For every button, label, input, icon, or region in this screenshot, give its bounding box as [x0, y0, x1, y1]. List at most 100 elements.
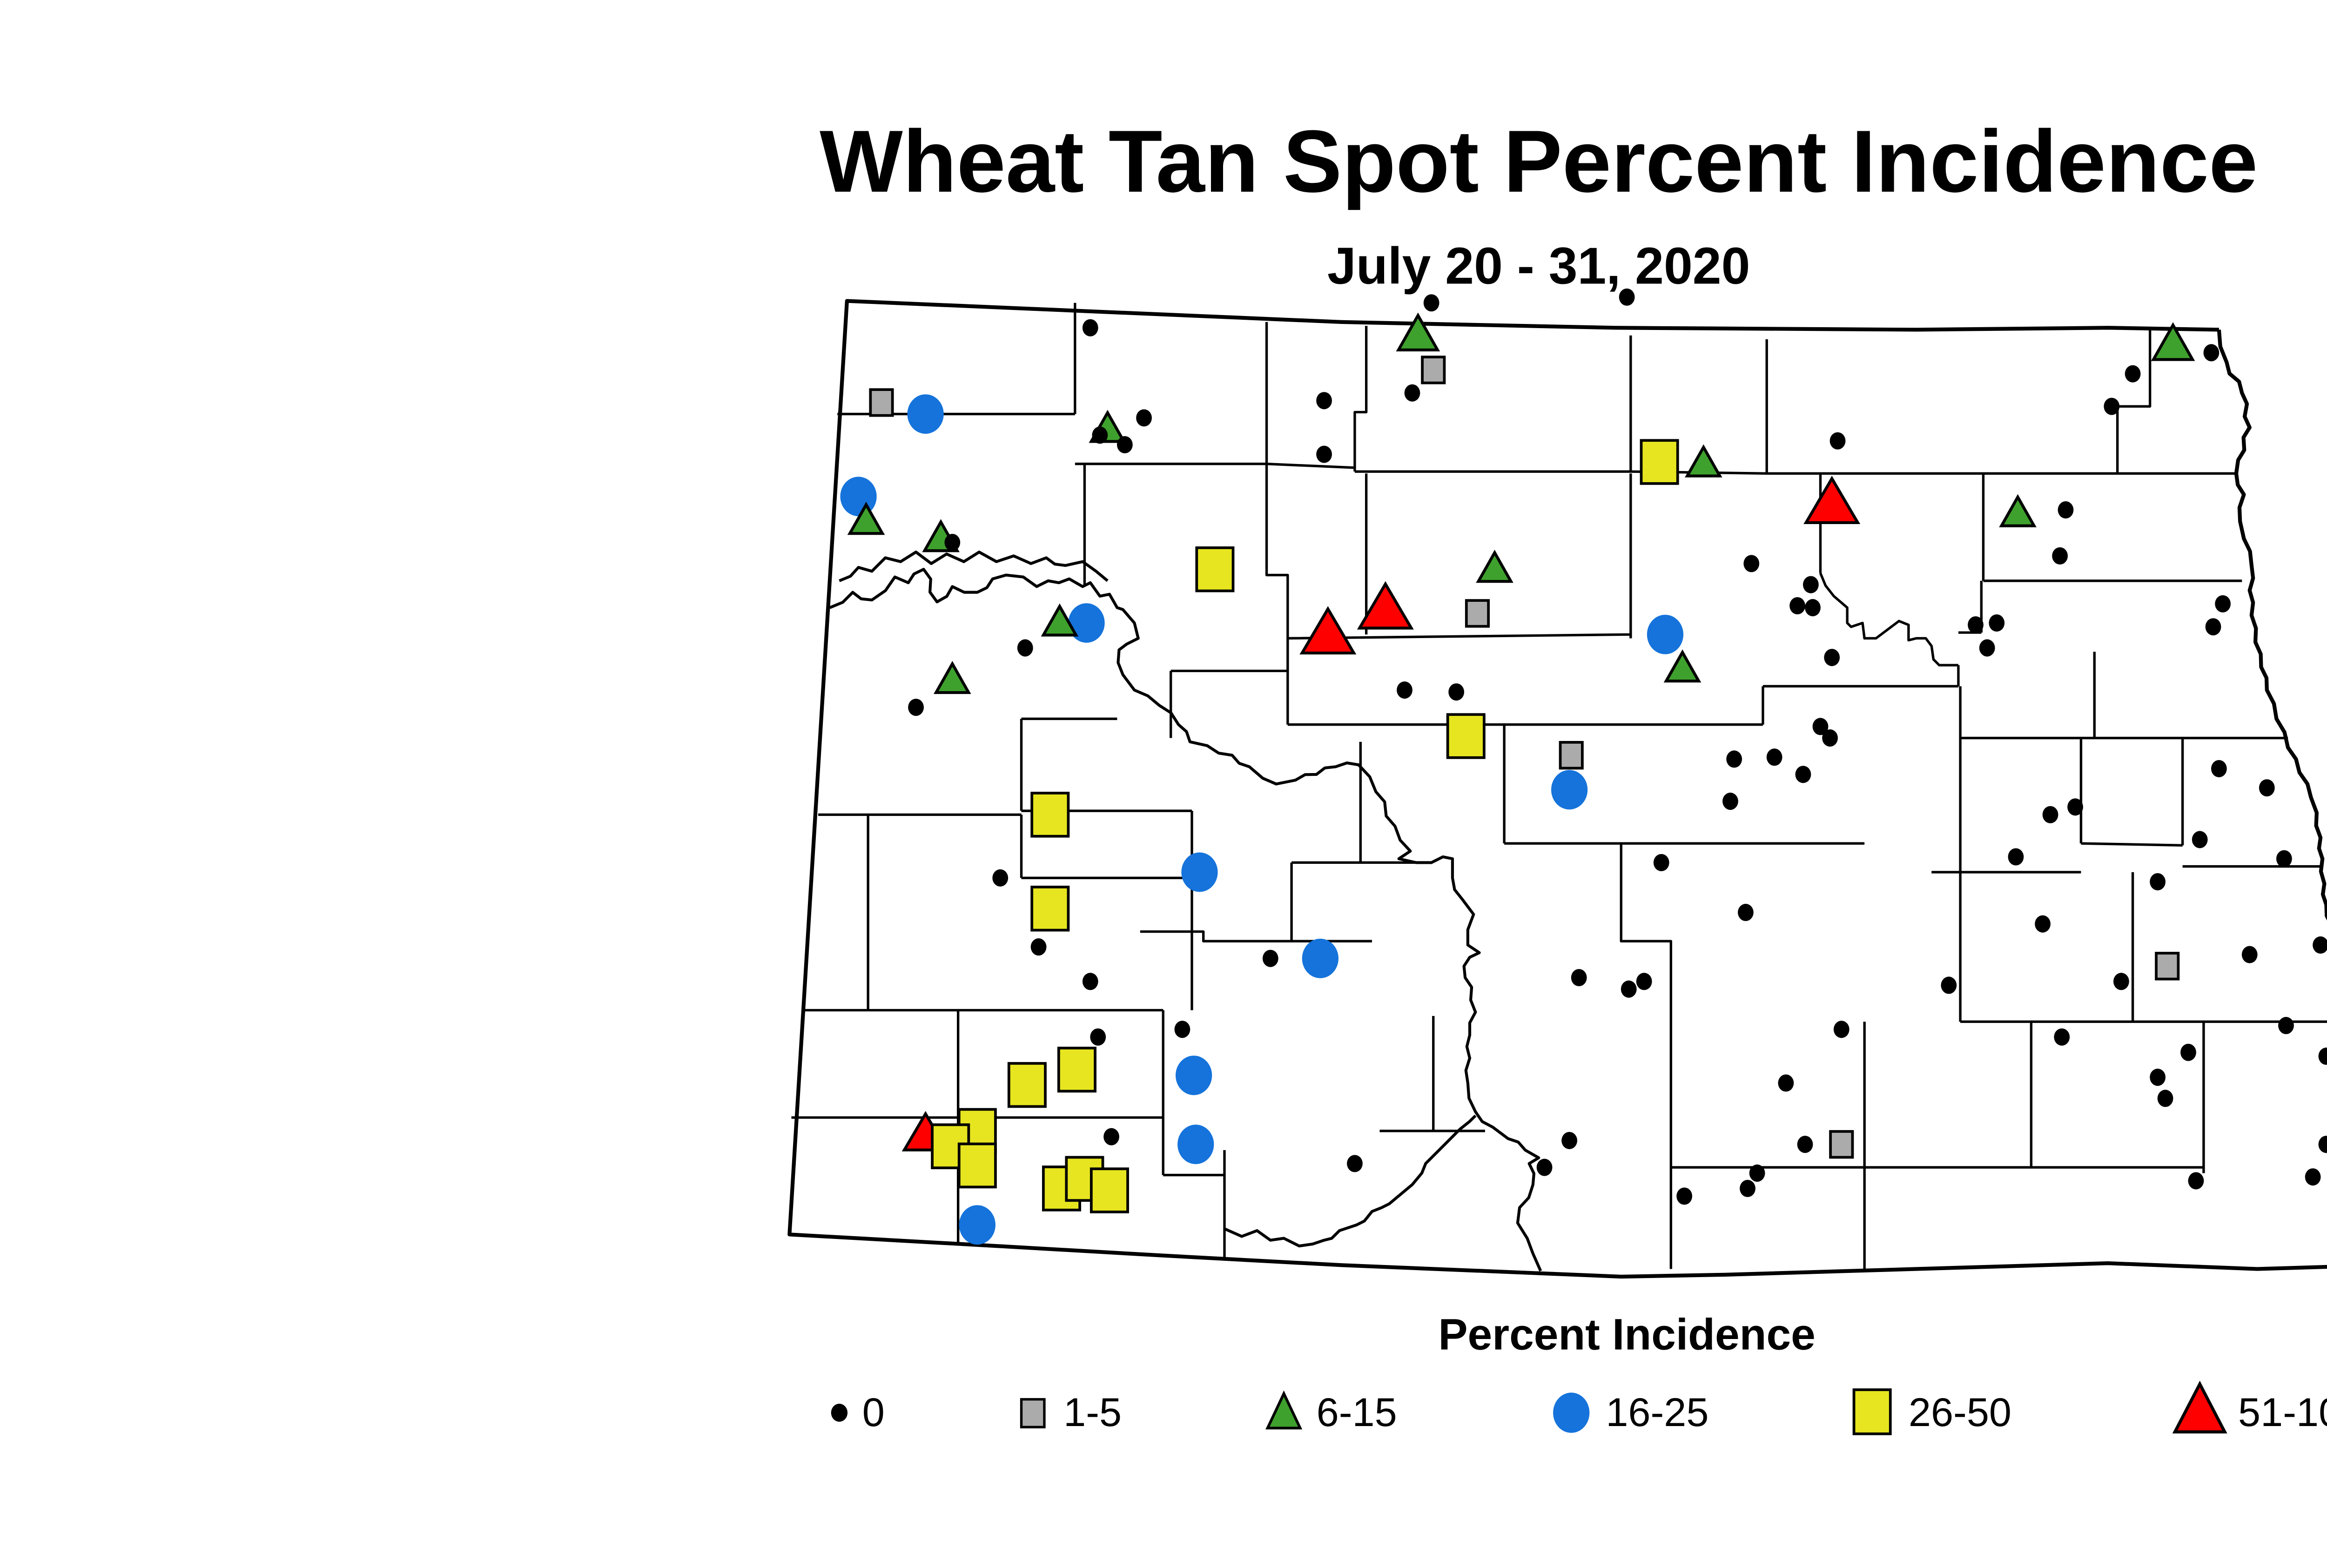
legend: Percent Incidence 0 1-5 6-15 16-25 26-50…: [831, 1310, 2327, 1435]
marker-6-15: [1663, 649, 1702, 683]
marker-6-15: [934, 660, 971, 694]
marker-0: [2305, 1168, 2321, 1186]
marker-26-50: [1640, 439, 1679, 485]
legend-item-6-15: 6-15: [1265, 1390, 1397, 1435]
marker-51-100: [1803, 476, 1861, 525]
marker-0: [1968, 616, 1984, 634]
marker-26-50: [1030, 885, 1070, 932]
marker-0: [2113, 973, 2129, 990]
legend-item-label: 51-100: [2238, 1390, 2327, 1435]
triangle-icon: [1265, 1390, 1303, 1430]
cannonball-river: [1224, 1114, 1477, 1248]
marker-1-5: [2155, 952, 2180, 981]
missouri-river: [829, 568, 1542, 1272]
marker-0: [1536, 1158, 1553, 1176]
lake-sakakawea-north-shore: [839, 551, 1109, 582]
marker-0: [2150, 873, 2166, 891]
marker-6-15: [1396, 312, 1440, 351]
legend-item-label: 0: [862, 1390, 885, 1435]
marker-0: [2052, 547, 2068, 565]
square-icon: [1020, 1398, 1046, 1428]
marker-6-15: [2151, 322, 2195, 361]
marker-0: [1795, 766, 1811, 783]
marker-0: [992, 869, 1009, 887]
marker-1-5: [1559, 741, 1584, 770]
marker-0: [1103, 1128, 1119, 1145]
marker-0: [2192, 831, 2208, 848]
marker-16-25: [1175, 1056, 1212, 1095]
marker-0: [1812, 718, 1829, 735]
marker-16-25: [1068, 603, 1105, 643]
marker-0: [1082, 973, 1098, 990]
marker-0: [1619, 288, 1635, 306]
marker-0: [2104, 397, 2120, 415]
marker-0: [1092, 426, 1108, 444]
marker-0: [2188, 1172, 2204, 1190]
state-border: [787, 299, 2327, 1279]
marker-0: [1316, 445, 1332, 463]
marker-0: [1621, 980, 1637, 998]
marker-0: [1448, 683, 1465, 701]
marker-0: [1397, 681, 1412, 699]
marker-0: [1833, 1021, 1849, 1038]
marker-0: [1676, 1187, 1693, 1205]
marker-16-25: [1181, 852, 1218, 892]
county-lines-south-center: [1140, 724, 2204, 1269]
date-range-subtitle: July 20 - 31, 2020: [1327, 237, 1750, 295]
marker-0: [1030, 938, 1047, 956]
marker-16-25: [907, 394, 944, 434]
marker-0: [1174, 1021, 1190, 1038]
marker-26-50: [1090, 1167, 1129, 1213]
marker-1-5: [869, 388, 894, 417]
marker-0: [1824, 649, 1840, 666]
legend-item-16-25: 16-25: [1553, 1390, 1708, 1435]
marker-16-25: [1551, 770, 1588, 810]
marker-0: [1136, 409, 1152, 427]
marker-0: [1789, 597, 1805, 615]
marker-0: [944, 534, 961, 552]
legend-item-26-50: 26-50: [1852, 1388, 2011, 1435]
legend-item-0: 0: [831, 1390, 885, 1435]
marker-16-25: [1177, 1124, 1214, 1164]
marker-6-15: [1476, 550, 1513, 583]
marker-0: [1803, 576, 1819, 593]
marker-0: [1561, 1132, 1577, 1150]
legend-item-label: 16-25: [1606, 1390, 1708, 1435]
marker-0: [1738, 903, 1754, 921]
legend-item-51-100: 51-100: [2172, 1380, 2327, 1435]
marker-0: [1404, 384, 1420, 402]
marker-0: [1989, 614, 2005, 632]
marker-0: [2276, 850, 2292, 868]
marker-0: [1822, 729, 1838, 747]
legend-item-label: 1-5: [1063, 1390, 1122, 1435]
devils-lake-shore: [1819, 572, 1958, 666]
incidence-markers: [840, 288, 2327, 1245]
page-title: Wheat Tan Spot Percent Incidence: [820, 113, 2258, 211]
legend-item-label: 6-15: [1317, 1390, 1397, 1435]
dot-icon: [831, 1404, 848, 1422]
marker-0: [1571, 969, 1587, 987]
marker-0: [2215, 595, 2231, 612]
marker-0: [1726, 750, 1742, 768]
marker-26-50: [1007, 1062, 1047, 1108]
marker-0: [2211, 760, 2227, 778]
marker-0: [1347, 1155, 1363, 1172]
marker-0: [2259, 779, 2275, 797]
marker-0: [2318, 1047, 2327, 1065]
marker-0: [1316, 392, 1332, 410]
marker-0: [2125, 365, 2141, 383]
marker-0: [2203, 344, 2219, 362]
marker-0: [1979, 639, 1995, 657]
marker-0: [1797, 1136, 1813, 1153]
marker-26-50: [957, 1142, 997, 1189]
marker-0: [1262, 949, 1278, 967]
marker-0: [1941, 976, 1957, 994]
county-lines-north: [837, 303, 2242, 582]
marker-6-15: [1999, 494, 2037, 527]
marker-26-50: [1446, 713, 1486, 759]
marker-0: [1653, 854, 1669, 871]
marker-51-100: [1357, 581, 1414, 630]
marker-0: [1090, 1028, 1106, 1046]
marker-0: [1722, 793, 1738, 810]
